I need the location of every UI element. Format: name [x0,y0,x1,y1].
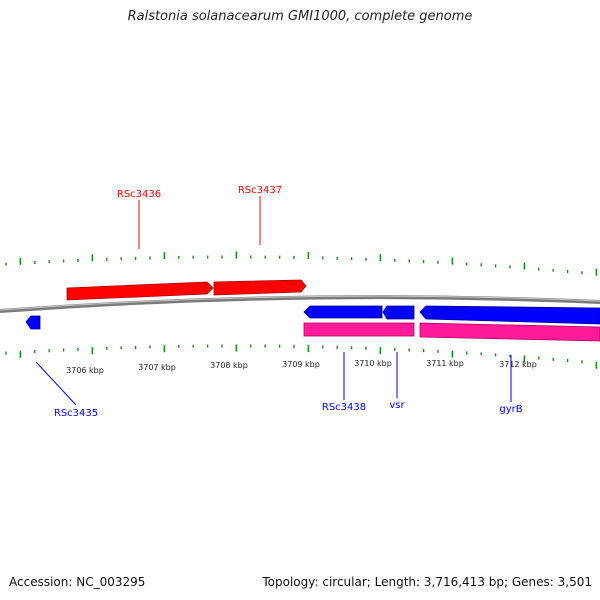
map-title: Ralstonia solanacearum GMI1000, complete… [127,9,473,24]
scale-label-3711: 3711 kbp [426,359,464,368]
genome-summary-text: Topology: circular; Length: 3,716,413 bp… [262,575,592,589]
gene-label-rsc3435[interactable]: RSc3435 [54,408,98,419]
gene-arrow-vsr[interactable] [382,305,415,320]
gene-arrow-rsc3437[interactable] [213,279,307,296]
gene-arrow-rsc3436[interactable] [66,281,214,301]
scale-label-3706: 3706 kbp [66,366,104,375]
gene-label-rsc3438[interactable]: RSc3438 [322,402,366,413]
scale-label-3709: 3709 kbp [282,360,320,369]
gene-arrow-rsc3438[interactable] [303,305,383,319]
gene-arrow-gyrb[interactable] [419,305,600,325]
accession-text: Accession: NC_003295 [9,575,146,589]
scale-label-3707: 3707 kbp [138,363,176,372]
gene-label-rsc3437[interactable]: RSc3437 [238,185,282,196]
leader-line-rsc3435 [35,361,77,406]
genome-backbone-highlight [0,295,600,311]
cds-bar-gyrb[interactable] [419,322,600,342]
cds-bar-rsc3438[interactable] [303,322,415,337]
gene-label-gyrb[interactable]: gyrB [499,404,522,415]
gene-label-vsr[interactable]: vsr [389,400,405,411]
inner-tick-ring [5,344,598,369]
scale-label-3708: 3708 kbp [210,361,248,370]
scale-label-3710: 3710 kbp [354,359,392,368]
gene-arrow-rsc3435[interactable] [25,315,41,330]
genome-backbone [0,295,600,313]
gene-label-rsc3436[interactable]: RSc3436 [117,189,161,200]
scale-label-3712: 3712 kbp [499,360,537,369]
outer-tick-ring [5,251,598,276]
